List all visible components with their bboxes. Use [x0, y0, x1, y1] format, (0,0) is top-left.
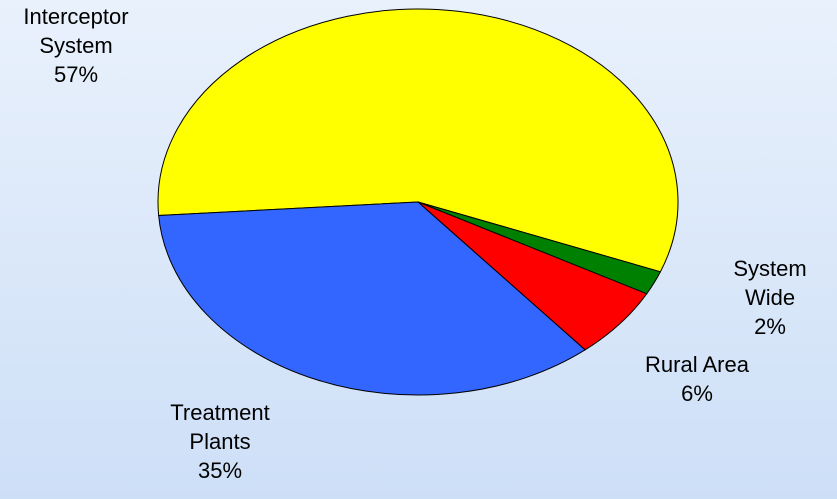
value-label: 57%	[53, 62, 99, 87]
category-label: Rural Area	[645, 352, 749, 377]
category-label: Interceptor System	[23, 4, 129, 58]
pie-slice	[157, 8, 679, 273]
pie-slice	[158, 201, 586, 396]
slice-label: Treatment Plants 35%	[150, 398, 290, 485]
value-label: 35%	[197, 458, 243, 483]
value-label: 2%	[754, 314, 786, 339]
value-label: 6%	[681, 381, 713, 406]
slice-label: Interceptor System 57%	[6, 2, 146, 89]
slice-label: Rural Area 6%	[602, 350, 792, 408]
category-label: Treatment Plants	[170, 400, 270, 454]
slice-label: System Wide 2%	[715, 254, 825, 341]
category-label: System Wide	[733, 256, 807, 310]
